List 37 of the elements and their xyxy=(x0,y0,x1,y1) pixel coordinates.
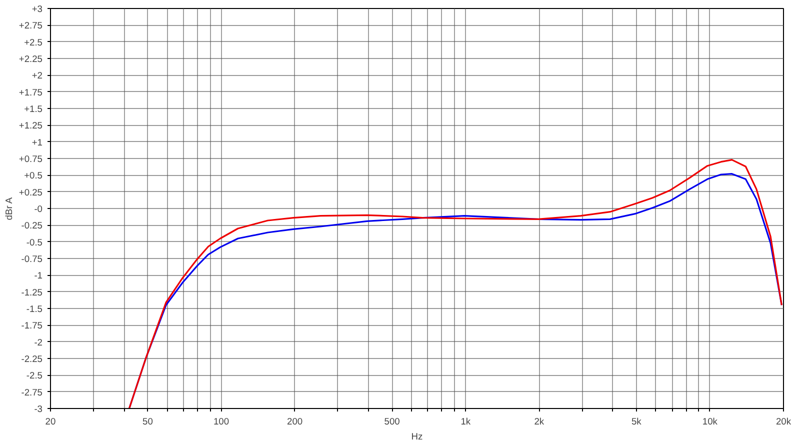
y-tick-label: +2 xyxy=(32,70,43,81)
x-tick-label: 1k xyxy=(460,416,471,426)
x-tick-label: 20 xyxy=(45,416,56,426)
x-tick-label: 200 xyxy=(287,416,303,426)
y-tick-label: -2.75 xyxy=(21,387,43,398)
y-tick-label: +1 xyxy=(32,137,43,148)
y-tick-label: -0.25 xyxy=(21,220,43,231)
x-axis-title: Hz xyxy=(411,432,424,442)
y-tick-label: +0.5 xyxy=(24,170,43,181)
x-tick-label: 20k xyxy=(776,416,792,426)
x-tick-label: 100 xyxy=(214,416,230,426)
y-tick-label: +0.75 xyxy=(18,154,43,164)
y-tick-label: -2.25 xyxy=(21,354,43,364)
y-tick-label: -2.5 xyxy=(26,370,43,381)
y-tick-label: +2.5 xyxy=(24,37,43,48)
x-tick-label: 500 xyxy=(384,416,400,426)
y-tick-label: -0.75 xyxy=(21,254,43,264)
x-tick-label: 10k xyxy=(702,416,718,426)
y-tick-label: -1.5 xyxy=(26,304,43,314)
y-tick-label: +1.75 xyxy=(18,87,43,98)
y-tick-label: -1.25 xyxy=(21,287,43,298)
x-tick-label: 2k xyxy=(534,416,544,426)
y-tick-label: +2.25 xyxy=(18,54,43,64)
y-tick-label: -0.5 xyxy=(26,237,43,248)
y-tick-label: -1 xyxy=(34,270,43,281)
y-tick-label: +0.25 xyxy=(18,187,43,198)
y-tick-label: +1.25 xyxy=(18,120,43,131)
y-tick-label: -0 xyxy=(34,204,43,214)
y-tick-label: -3 xyxy=(34,404,43,414)
y-tick-label: +1.5 xyxy=(24,104,43,114)
y-tick-label: -2 xyxy=(34,337,43,348)
x-tick-label: 5k xyxy=(631,416,642,426)
y-axis-title: dBr A xyxy=(4,196,14,220)
y-tick-label: +2.75 xyxy=(18,20,43,31)
y-tick-label: -1.75 xyxy=(21,320,43,331)
x-tick-label: 50 xyxy=(142,416,153,426)
y-tick-label: +3 xyxy=(32,4,43,14)
